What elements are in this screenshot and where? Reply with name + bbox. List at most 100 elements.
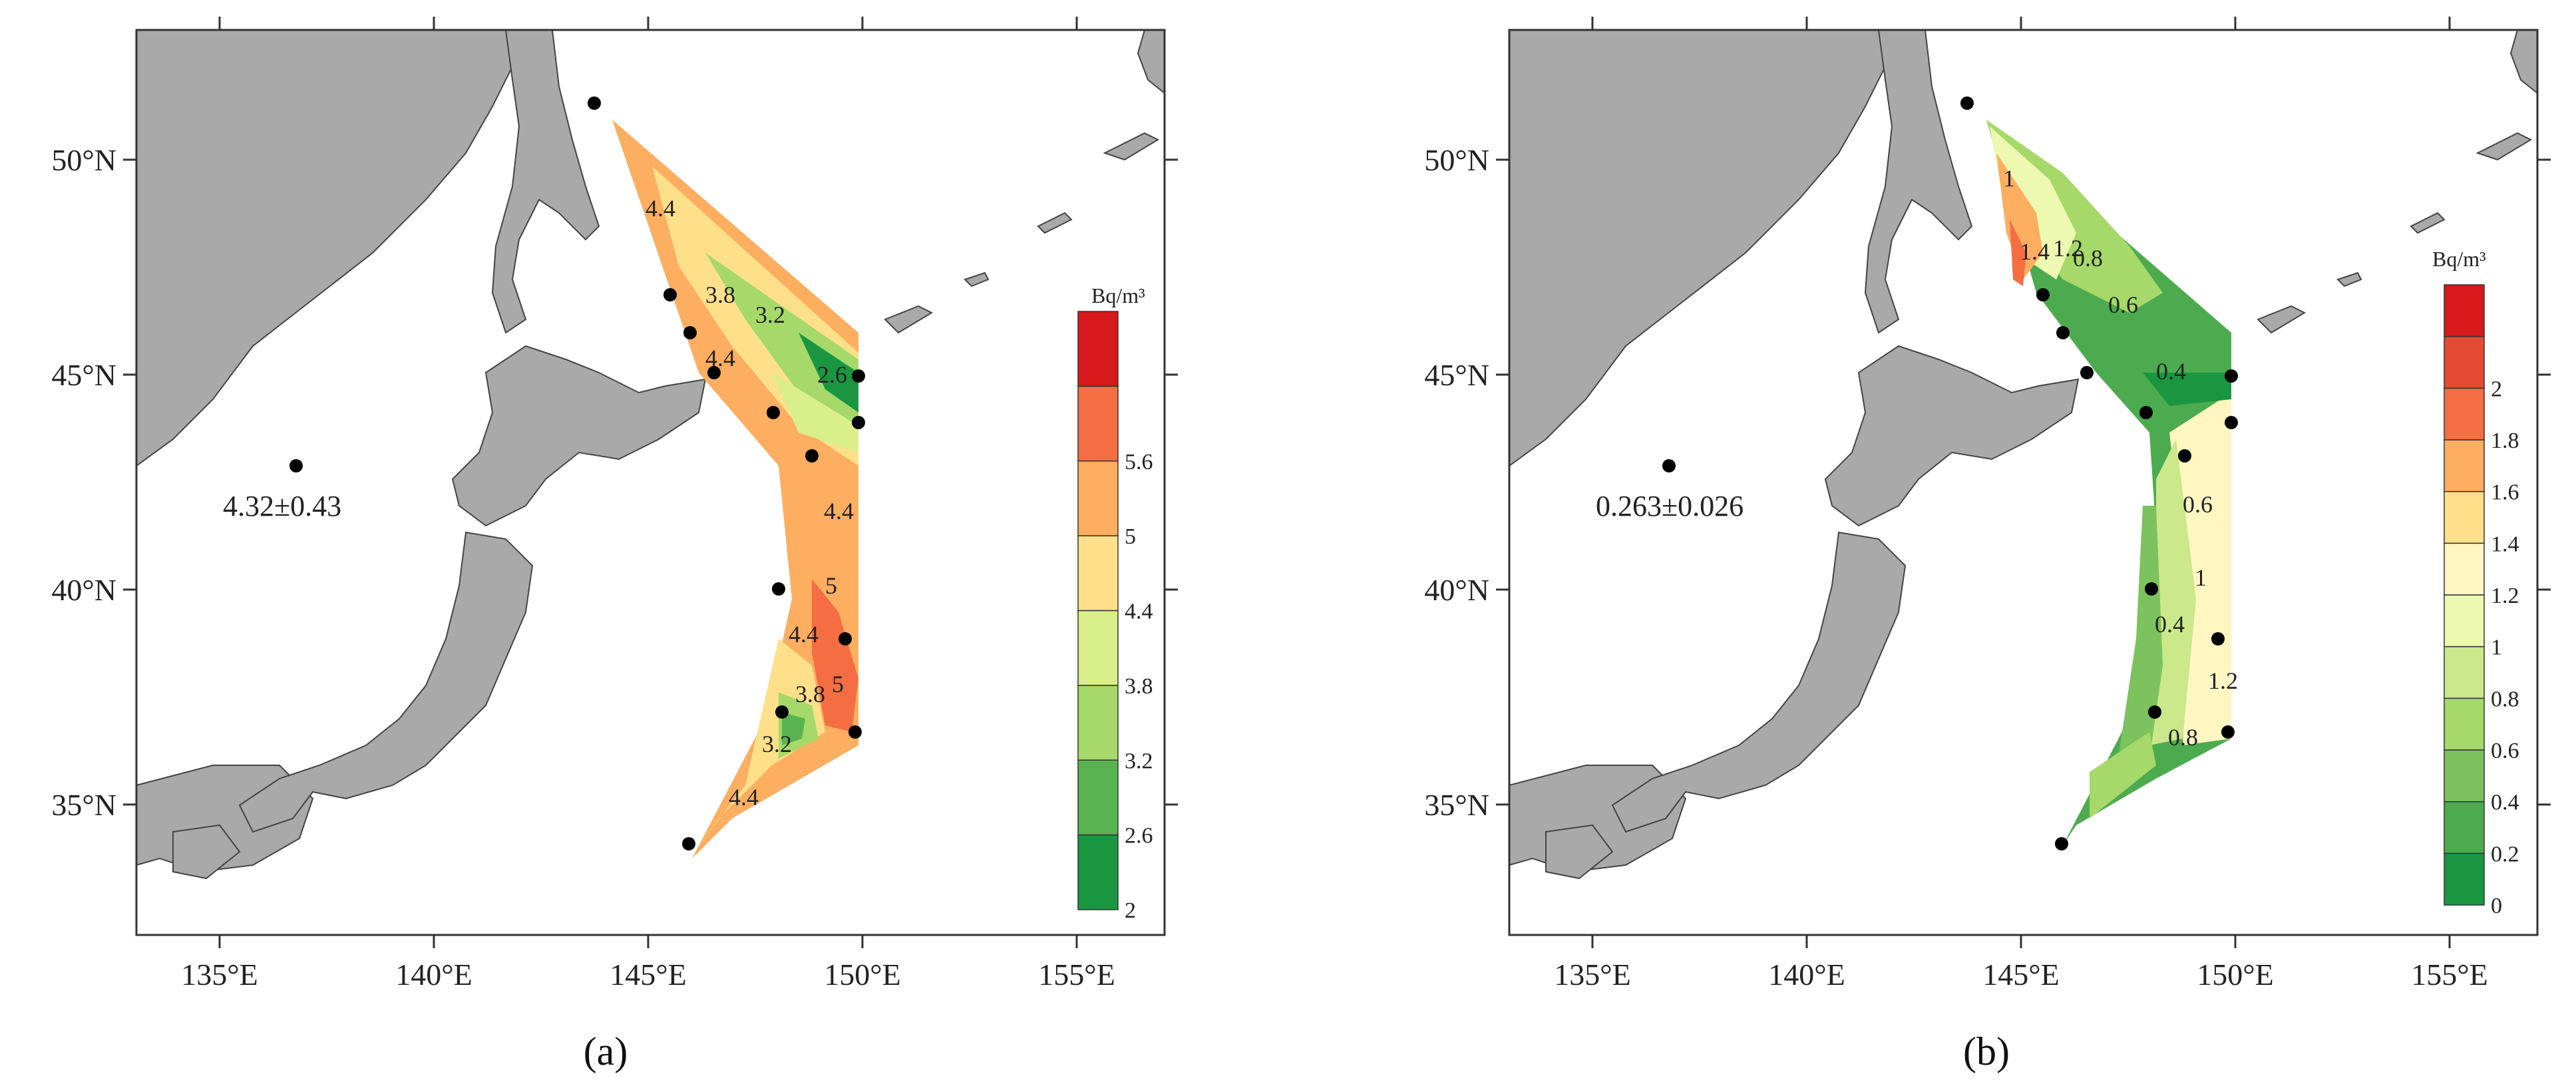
contour-label: 2.6 xyxy=(817,361,847,388)
contour-label: 5 xyxy=(825,572,837,599)
colorbar-tick-label: 1.4 xyxy=(2491,532,2519,556)
contour-labels-a: 4.4 3.8 3.2 2.6 4.4 4.4 5 4.4 3.8 5 3.2 … xyxy=(645,195,854,811)
station-dot xyxy=(2056,326,2070,339)
station-dot xyxy=(2148,705,2161,719)
colorbar-swatch xyxy=(2444,697,2485,751)
colorbar-a: 2 2.6 3.2 3.8 4.4 5 5.6 xyxy=(1077,311,1153,923)
station-dot xyxy=(852,416,865,429)
y-tick-label: 50°N xyxy=(1424,143,1489,177)
station-dot xyxy=(2080,366,2094,379)
station-dot xyxy=(775,705,789,719)
station-dot xyxy=(852,369,865,383)
station-dot xyxy=(2055,837,2068,850)
colorbar-swatch xyxy=(1077,610,1119,686)
y-tick-label: 45°N xyxy=(51,358,116,392)
colorbar-tick-label: 2.6 xyxy=(1125,824,1153,848)
station-dot xyxy=(1662,459,1676,472)
x-tick-label: 135°E xyxy=(1554,958,1631,992)
contour-label: 1.4 xyxy=(2020,238,2050,265)
colorbar-tick-label: 0.2 xyxy=(2491,842,2519,866)
colorbar-swatch xyxy=(2444,801,2485,854)
station-dot xyxy=(2036,288,2050,301)
map-a-land xyxy=(136,29,1165,880)
station-dot xyxy=(2211,632,2225,645)
colorbar-tick-label: 1.2 xyxy=(2491,584,2519,608)
stations-a xyxy=(289,96,865,850)
y-tick-label: 35°N xyxy=(51,788,116,822)
colorbar-tick-label: 5.6 xyxy=(1125,450,1153,474)
x-tick-label: 150°E xyxy=(2197,958,2274,992)
contour-label: 4.4 xyxy=(789,621,819,647)
contour-label: 0.4 xyxy=(2156,358,2186,385)
colorbar-tick-label: 0.8 xyxy=(2491,687,2519,711)
colorbar-b: 0 0.2 0.4 0.6 0.8 1 1.2 1.4 1.6 1.8 2 xyxy=(2444,284,2519,918)
contour-label: 0.6 xyxy=(2108,291,2138,318)
contour-label: 1 xyxy=(2003,165,2015,192)
map-a-frame xyxy=(135,29,1166,936)
contour-label: 1.2 xyxy=(2053,235,2083,262)
colorbar-tick-label: 2 xyxy=(1125,898,1136,923)
station-dot xyxy=(683,326,697,339)
station-dot xyxy=(772,582,785,596)
contour-label: 4.4 xyxy=(705,345,735,371)
contour-label: 4.4 xyxy=(729,784,759,811)
y-tick-label: 40°N xyxy=(51,573,116,607)
colorbar-swatch xyxy=(2444,335,2485,389)
x-tick-label: 135°E xyxy=(181,958,258,992)
colorbar-swatch xyxy=(2444,542,2485,596)
colorbar-unit-b: Bq/m³ xyxy=(2432,247,2486,271)
colorbar-swatch xyxy=(2444,284,2485,337)
map-b-frame xyxy=(1508,29,2539,936)
colorbar-tick-label: 0.6 xyxy=(2491,739,2519,763)
contour-label: 1 xyxy=(2195,564,2207,591)
colorbar-tick-label: 4.4 xyxy=(1125,600,1153,624)
station-dot xyxy=(838,632,852,645)
station-dot xyxy=(2178,449,2191,462)
colorbar-tick-label: 3.8 xyxy=(1125,674,1153,699)
colorbar-swatch xyxy=(1077,460,1119,536)
contour-label: 1.2 xyxy=(2208,667,2238,694)
station-dot xyxy=(2225,369,2238,383)
axis-b xyxy=(1496,17,2551,948)
stations-b xyxy=(1662,96,2238,850)
station-dot xyxy=(588,96,601,110)
colorbar-tick-label: 0.4 xyxy=(2491,791,2519,815)
contour-field-a xyxy=(612,120,858,858)
colorbar-swatch xyxy=(1077,385,1119,462)
contour-labels-b: 1 1.4 1.2 0.8 0.6 0.4 0.6 1 0.4 1.2 0.8 xyxy=(2003,165,2238,751)
colorbar-tick-label: 2 xyxy=(2491,377,2502,401)
contour-label: 3.2 xyxy=(755,301,785,328)
y-tick-label: 40°N xyxy=(1424,573,1489,607)
colorbar-swatch xyxy=(2444,490,2485,544)
station-dot xyxy=(707,366,721,379)
station-dot xyxy=(805,449,819,462)
contour-label: 3.8 xyxy=(795,681,825,707)
contour-label: 0.4 xyxy=(2155,611,2185,637)
panel-b: 0.263±0.026 1 1.4 1.2 0.8 0.6 0.4 0.6 1 … xyxy=(1424,17,2551,1073)
y-tick-label: 50°N xyxy=(51,143,116,177)
station-dot xyxy=(2225,416,2238,429)
contour-label: 0.6 xyxy=(2183,491,2213,518)
station-dot xyxy=(2139,406,2153,419)
axis-a xyxy=(123,17,1178,948)
contour-label: 0.8 xyxy=(2168,724,2198,751)
colorbar-tick-label: 1 xyxy=(2491,636,2502,660)
colorbar-tick-label: 1.8 xyxy=(2491,429,2519,453)
contour-label: 4.4 xyxy=(824,498,854,524)
station-value-b: 0.263±0.026 xyxy=(1596,490,1744,522)
contour-field-b xyxy=(1986,120,2231,845)
station-dot xyxy=(289,459,303,472)
contour-label: 0.8 xyxy=(2073,245,2103,272)
colorbar-swatch xyxy=(1077,759,1119,836)
colorbar-tick-label: 3.2 xyxy=(1125,749,1153,773)
colorbar-tick-label: 1.6 xyxy=(2491,480,2519,505)
colorbar-unit-a: Bq/m³ xyxy=(1091,283,1145,307)
x-tick-label: 155°E xyxy=(1038,958,1115,992)
colorbar-tick-label: 5 xyxy=(1125,524,1136,549)
station-dot xyxy=(2145,582,2158,596)
x-tick-label: 140°E xyxy=(1768,958,1845,992)
colorbar-swatch xyxy=(2444,852,2485,906)
colorbar-swatch xyxy=(1077,311,1119,387)
station-dot xyxy=(1960,96,1974,110)
